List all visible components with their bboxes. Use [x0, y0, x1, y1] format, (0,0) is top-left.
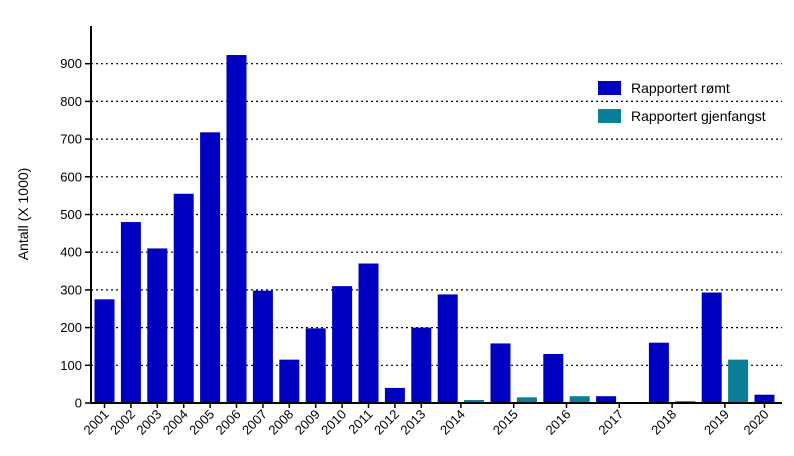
y-tick-label: 300 — [60, 282, 82, 297]
y-tick-label: 800 — [60, 94, 82, 109]
bar-rapportert-romt-2019 — [701, 292, 722, 403]
bar-rapportert-romt-2003 — [147, 248, 168, 403]
x-tick-label: 2002 — [107, 407, 138, 438]
x-tick-label: 2012 — [371, 407, 402, 438]
bar-rapportert-romt-2001 — [94, 299, 115, 403]
x-tick-label: 2010 — [318, 407, 349, 438]
bar-rapportert-romt-2010 — [332, 286, 353, 403]
x-tick-label: 2007 — [239, 407, 270, 438]
bar-rapportert-romt-2015 — [490, 343, 511, 403]
y-tick-labels: 0 100 200 300 400 500 600 700 800 900 — [60, 56, 82, 410]
x-tick-label: 2003 — [133, 407, 164, 438]
bar-rapportert-gjenfangst-2019 — [728, 359, 749, 403]
bar-rapportert-romt-2014 — [437, 294, 458, 403]
bar-rapportert-gjenfangst-2014 — [464, 399, 485, 403]
x-tick-label: 2015 — [490, 407, 521, 438]
bars — [94, 55, 775, 404]
x-tick-label: 2017 — [595, 407, 626, 438]
y-axis-title: Antall (X 1000) — [15, 168, 31, 261]
x-tick-label: 2004 — [160, 407, 191, 438]
x-tick-label: 2016 — [543, 407, 574, 438]
y-tick-label: 400 — [60, 245, 82, 260]
bar-rapportert-romt-2006 — [226, 55, 247, 404]
y-tick-label: 200 — [60, 320, 82, 335]
bar-rapportert-romt-2012 — [384, 387, 405, 403]
x-tick-label: 2014 — [437, 407, 468, 438]
y-tick-label: 0 — [75, 396, 82, 411]
bar-rapportert-gjenfangst-2016 — [569, 396, 590, 403]
bar-rapportert-romt-2013 — [411, 327, 432, 403]
legend-swatch-rapportert-gjenfangst — [598, 109, 621, 123]
bar-rapportert-romt-2004 — [173, 193, 194, 403]
x-tick-label: 2006 — [213, 407, 244, 438]
bar-rapportert-romt-2011 — [358, 263, 379, 403]
x-tick-label: 2001 — [81, 407, 112, 438]
y-tick-label: 900 — [60, 56, 82, 71]
y-tick-label: 500 — [60, 207, 82, 222]
x-tick-label: 2020 — [741, 407, 772, 438]
legend-swatch-rapportert-romt — [598, 81, 621, 95]
x-tick-label: 2009 — [292, 407, 323, 438]
axes — [85, 26, 782, 408]
bar-rapportert-romt-2002 — [120, 222, 141, 403]
bar-rapportert-romt-2005 — [200, 132, 221, 403]
x-tick-label: 2005 — [186, 407, 217, 438]
y-tick-label: 100 — [60, 358, 82, 373]
x-tick-label: 2011 — [345, 407, 375, 437]
bar-rapportert-romt-2008 — [279, 359, 300, 403]
y-tick-label: 700 — [60, 132, 82, 147]
bar-rapportert-romt-2007 — [252, 290, 273, 403]
x-tick-label: 2013 — [397, 407, 428, 438]
legend-label-rapportert-romt: Rapportert rømt — [631, 80, 730, 96]
legend: Rapportert rømt Rapportert gjenfangst — [598, 80, 766, 124]
x-tick-label: 2018 — [648, 407, 679, 438]
bar-rapportert-gjenfangst-2015 — [516, 397, 537, 403]
y-tick-label: 600 — [60, 169, 82, 184]
x-tick-label: 2008 — [265, 407, 296, 438]
bar-rapportert-romt-2018 — [648, 342, 669, 403]
x-tick-labels: 2001200220032004200520062007200820092010… — [81, 407, 772, 438]
x-tick-label: 2019 — [701, 407, 732, 438]
bar-rapportert-romt-2017 — [596, 396, 617, 403]
bar-rapportert-romt-2020 — [754, 394, 775, 403]
bar-rapportert-romt-2016 — [543, 353, 564, 403]
legend-label-rapportert-gjenfangst: Rapportert gjenfangst — [631, 108, 766, 124]
bar-rapportert-romt-2009 — [305, 328, 326, 403]
